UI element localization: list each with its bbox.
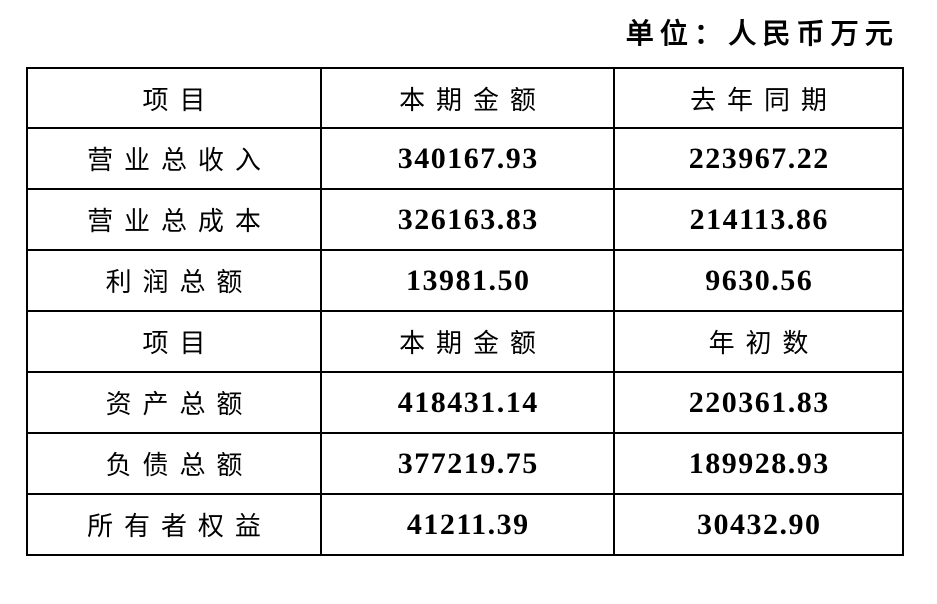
item-cell: 项目 — [26, 310, 322, 373]
item-cell: 资产总额 — [26, 371, 322, 434]
col-header-current-amount: 本期金额 — [320, 67, 615, 129]
row-operating-revenue: 营业总收入 340167.93 223967.22 — [26, 127, 904, 190]
item-cell: 营业总收入 — [26, 127, 322, 190]
compare-amount-cell: 30432.90 — [613, 493, 904, 556]
current-amount-cell: 326163.83 — [320, 188, 615, 251]
current-amount-cell: 13981.50 — [320, 249, 615, 312]
row-total-liabilities: 负债总额 377219.75 189928.93 — [26, 432, 904, 495]
current-amount-cell: 340167.93 — [320, 127, 615, 190]
compare-amount-cell: 220361.83 — [613, 371, 904, 434]
compare-amount-header-cell: 年初数 — [613, 310, 904, 373]
row-section-header: 项目 本期金额 年初数 — [26, 310, 904, 373]
current-amount-cell: 418431.14 — [320, 371, 615, 434]
item-cell: 利润总额 — [26, 249, 322, 312]
unit-label: 单位：人民币万元 — [625, 19, 899, 50]
compare-amount-cell: 189928.93 — [613, 432, 904, 495]
compare-amount-cell: 214113.86 — [613, 188, 904, 251]
row-owners-equity: 所有者权益 41211.39 30432.90 — [26, 493, 904, 556]
row-operating-cost: 营业总成本 326163.83 214113.86 — [26, 188, 904, 251]
col-header-prior-period: 去年同期 — [613, 67, 904, 129]
current-amount-header-cell: 本期金额 — [320, 310, 615, 373]
row-total-assets: 资产总额 418431.14 220361.83 — [26, 371, 904, 434]
compare-amount-cell: 9630.56 — [613, 249, 904, 312]
item-cell: 负债总额 — [26, 432, 322, 495]
item-cell: 所有者权益 — [26, 493, 322, 556]
table-header-row: 项目 本期金额 去年同期 — [26, 67, 904, 129]
item-cell: 营业总成本 — [26, 188, 322, 251]
current-amount-cell: 41211.39 — [320, 493, 615, 556]
row-total-profit: 利润总额 13981.50 9630.56 — [26, 249, 904, 312]
financial-summary-table: 项目 本期金额 去年同期 营业总收入 340167.93 223967.22 营… — [26, 67, 904, 556]
col-header-item: 项目 — [26, 67, 322, 129]
compare-amount-cell: 223967.22 — [613, 127, 904, 190]
current-amount-cell: 377219.75 — [320, 432, 615, 495]
